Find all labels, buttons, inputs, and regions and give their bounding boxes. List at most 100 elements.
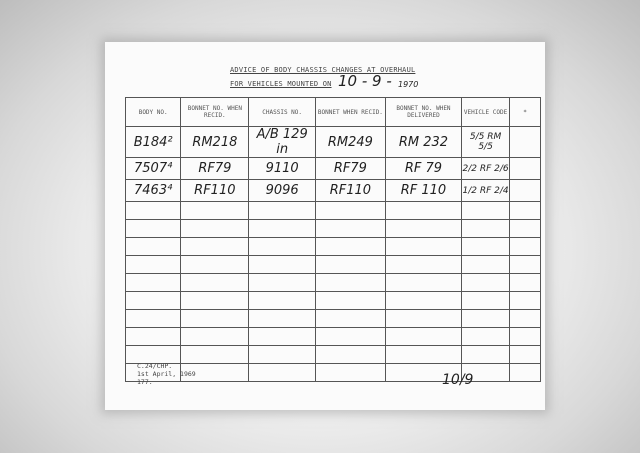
table-row [124, 327, 541, 346]
table-cell [314, 237, 386, 256]
table-cell [509, 291, 541, 310]
table-cell [384, 327, 463, 346]
table-cell [314, 309, 386, 328]
column-header: BONNET NO. WHEN DELIVERED [384, 97, 463, 127]
table-cell [248, 345, 316, 364]
table-cell [509, 126, 541, 158]
table-row [124, 291, 541, 310]
table-cell [124, 273, 182, 292]
table-cell [314, 363, 386, 382]
table-cell: 9110 [248, 157, 316, 180]
table-cell [314, 291, 386, 310]
table-cell [461, 219, 511, 238]
table-row: 7463⁴ RF110 9096 RF110 RF 110 1/2 RF 2/4 [124, 179, 541, 202]
table-cell: RM218 [180, 126, 250, 158]
handwritten-date: 10 - 9 - [338, 72, 392, 90]
form-reference: C.24/CHP. 1st April, 1969 177. [137, 362, 196, 386]
table-cell [384, 363, 463, 382]
table-cell [124, 255, 182, 274]
table-cell [248, 273, 316, 292]
table-cell [509, 179, 541, 202]
table-cell [509, 219, 541, 238]
table-row [124, 309, 541, 328]
table-cell [509, 157, 541, 180]
table-cell: 7463⁴ [124, 179, 182, 202]
table-cell [461, 237, 511, 256]
table-cell [509, 363, 541, 382]
table-row [124, 219, 541, 238]
table-cell [124, 291, 182, 310]
column-header: CHASSIS NO. [248, 97, 316, 127]
column-header: * [509, 97, 541, 127]
table-cell [461, 345, 511, 364]
table-cell [124, 237, 182, 256]
table-cell [509, 273, 541, 292]
table-cell [314, 201, 386, 220]
form-date: 1st April, 1969 [137, 370, 196, 378]
table-cell [384, 291, 463, 310]
table-cell [384, 219, 463, 238]
table-cell: 2/2 RF 2/6 [461, 157, 511, 180]
table-cell [461, 363, 511, 382]
table-cell [180, 291, 250, 310]
form-subtitle: FOR VEHICLES MOUNTED ON [230, 80, 332, 88]
table-cell [180, 201, 250, 220]
table-cell [180, 309, 250, 328]
table-cell [314, 327, 386, 346]
table-cell [509, 309, 541, 328]
table-cell [461, 327, 511, 346]
table-cell [124, 201, 182, 220]
table-cell [461, 201, 511, 220]
table-cell [314, 345, 386, 364]
table-cell: RM 232 [384, 126, 463, 158]
table-cell [384, 273, 463, 292]
table-cell [461, 255, 511, 274]
table-cell: 7507⁴ [124, 157, 182, 180]
table-cell [248, 255, 316, 274]
table-cell [248, 309, 316, 328]
table-cell [384, 309, 463, 328]
table-cell: RF79 [314, 157, 386, 180]
table-cell [509, 345, 541, 364]
handwritten-initials: 10/9 [442, 372, 474, 388]
table-row [124, 363, 541, 382]
table-row [124, 237, 541, 256]
table-cell [461, 309, 511, 328]
table-row [124, 345, 541, 364]
table-cell [248, 327, 316, 346]
table-cell [314, 273, 386, 292]
table-cell: B184² [124, 126, 182, 158]
table-cell [180, 345, 250, 364]
table-cell: 5/5 RM 5/5 [461, 126, 511, 158]
table-row [124, 201, 541, 220]
table-cell [509, 237, 541, 256]
column-header: BONNET NO. WHEN RECID. [180, 97, 250, 127]
table-cell [248, 219, 316, 238]
table-cell: RF110 [180, 179, 250, 202]
table-cell: RF 79 [384, 157, 463, 180]
table-cell [180, 363, 250, 382]
year: 1970 [398, 80, 419, 89]
table-cell [384, 255, 463, 274]
table-cell: RF79 [180, 157, 250, 180]
table-cell [180, 273, 250, 292]
table-cell [509, 201, 541, 220]
table-cell [314, 255, 386, 274]
table-cell [384, 201, 463, 220]
table-cell [180, 255, 250, 274]
column-header: BONNET WHEN RECID. [314, 97, 386, 127]
column-header: BODY NO. [124, 97, 182, 127]
table-row [124, 255, 541, 274]
table-cell: A/B 129 in [248, 126, 316, 158]
table-cell: 9096 [248, 179, 316, 202]
table-cell [180, 237, 250, 256]
table-cell: 1/2 RF 2/4 [461, 179, 511, 202]
table-cell: RF110 [314, 179, 386, 202]
table-cell [124, 363, 182, 382]
table-cell [248, 291, 316, 310]
form-code: C.24/CHP. [137, 362, 173, 370]
form-number: 177. [137, 378, 153, 386]
table-cell [509, 327, 541, 346]
table-cell [124, 219, 182, 238]
table-cell [180, 219, 250, 238]
